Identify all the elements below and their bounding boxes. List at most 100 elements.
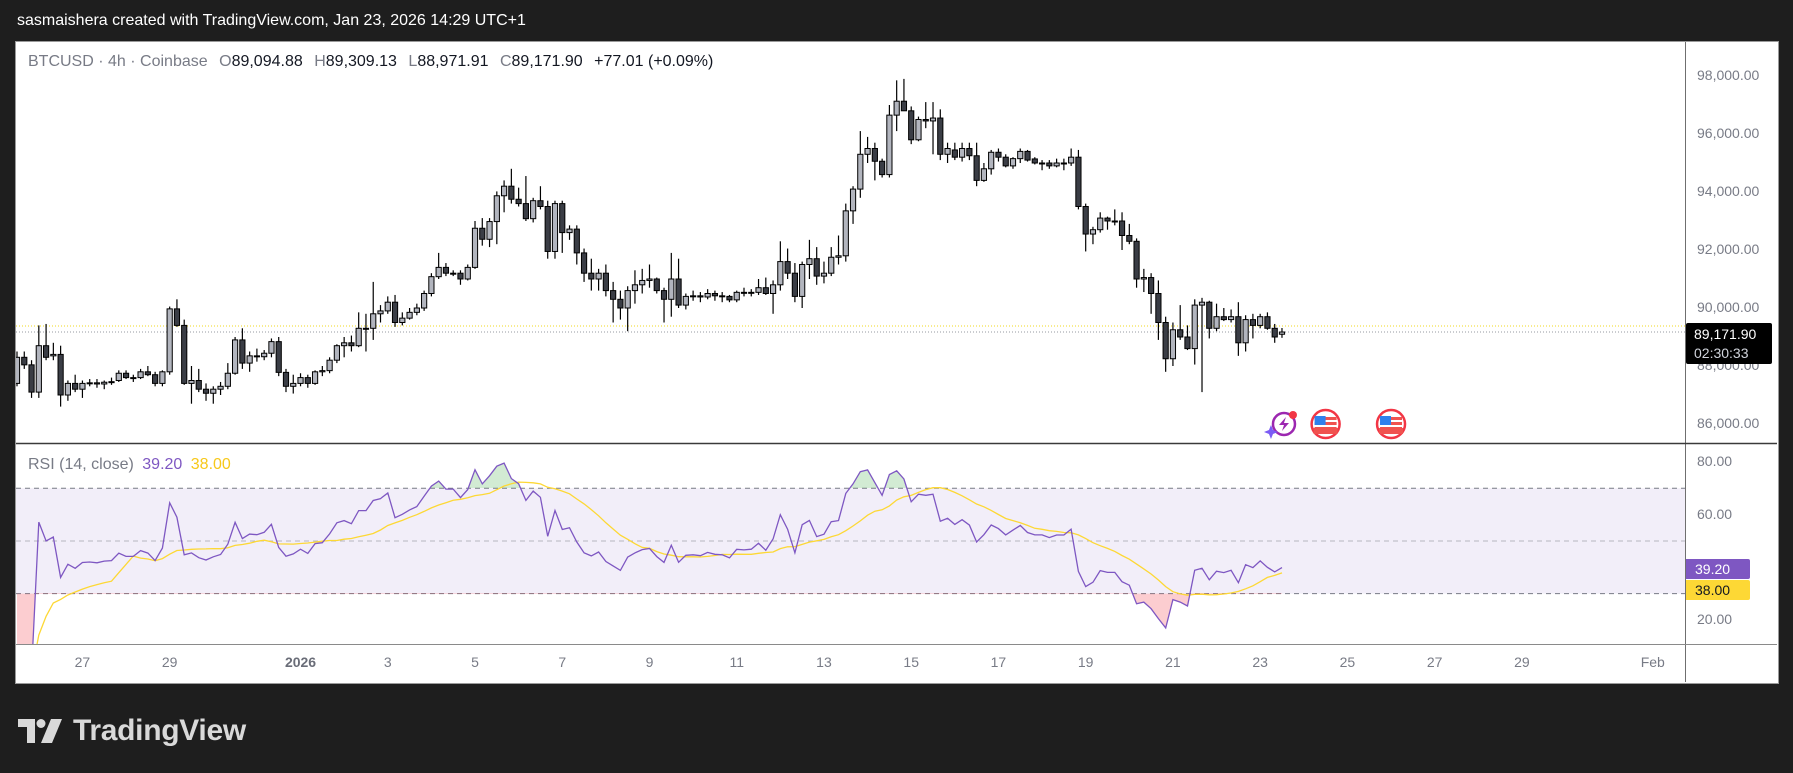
candle-down[interactable]	[908, 106, 915, 145]
candle-up[interactable]	[828, 247, 835, 277]
candle-down[interactable]	[1162, 316, 1169, 372]
candle-up[interactable]	[86, 379, 93, 387]
candle-down[interactable]	[1177, 305, 1184, 340]
candle-down[interactable]	[1271, 323, 1278, 343]
candle-up[interactable]	[50, 342, 57, 361]
candle-down[interactable]	[202, 383, 210, 401]
candle-up[interactable]	[1009, 157, 1017, 169]
candle-up[interactable]	[435, 252, 442, 279]
candle-down[interactable]	[610, 281, 617, 323]
candle-down[interactable]	[42, 323, 50, 361]
candle-up[interactable]	[261, 350, 268, 361]
candle-up[interactable]	[980, 162, 988, 182]
candle-down[interactable]	[1206, 300, 1213, 339]
candle-down[interactable]	[719, 292, 726, 303]
candle-up[interactable]	[530, 197, 537, 223]
candle-down[interactable]	[253, 348, 261, 362]
candle-up[interactable]	[246, 351, 253, 372]
candle-up[interactable]	[1257, 313, 1264, 329]
candle-down[interactable]	[195, 368, 202, 393]
candle-up[interactable]	[500, 180, 508, 213]
candle-up[interactable]	[1191, 299, 1198, 365]
candle-down[interactable]	[922, 102, 929, 129]
rsi-name[interactable]: RSI (14, close)	[28, 456, 134, 473]
candle-down[interactable]	[951, 142, 958, 161]
candle-up[interactable]	[450, 270, 457, 277]
candle-down[interactable]	[937, 109, 944, 161]
candle-up[interactable]	[79, 380, 86, 398]
candle-down[interactable]	[537, 186, 544, 210]
lightning-event-icon[interactable]	[1263, 411, 1297, 439]
candle-down[interactable]	[1031, 157, 1038, 165]
candle-down[interactable]	[173, 299, 181, 327]
candle-up[interactable]	[1089, 226, 1097, 245]
candle-down[interactable]	[580, 248, 588, 282]
candle-down[interactable]	[152, 371, 159, 387]
candle-up[interactable]	[631, 270, 639, 304]
candle-down[interactable]	[879, 158, 886, 178]
candle-down[interactable]	[740, 287, 748, 297]
candle-up[interactable]	[268, 338, 275, 358]
candle-up[interactable]	[959, 142, 966, 162]
candle-down[interactable]	[457, 270, 464, 285]
candle-down[interactable]	[1133, 238, 1140, 288]
candle-down[interactable]	[1249, 313, 1257, 339]
candle-up[interactable]	[471, 220, 479, 269]
candle-up[interactable]	[159, 370, 166, 387]
candle-down[interactable]	[588, 258, 595, 291]
chart-frame[interactable]	[15, 41, 1779, 684]
candle-up[interactable]	[333, 344, 340, 364]
candle-down[interactable]	[391, 294, 399, 327]
candle-up[interactable]	[1097, 212, 1104, 233]
candle-up[interactable]	[806, 239, 813, 279]
candle-up[interactable]	[224, 363, 231, 390]
candle-down[interactable]	[973, 142, 980, 187]
symbol-name[interactable]: BTCUSD	[28, 53, 94, 70]
candle-up[interactable]	[297, 373, 304, 387]
candle-up[interactable]	[733, 290, 740, 303]
candle-down[interactable]	[660, 287, 668, 323]
candle-up[interactable]	[115, 370, 122, 382]
candle-up[interactable]	[210, 386, 217, 404]
candle-up[interactable]	[14, 351, 21, 387]
candle-up[interactable]	[929, 102, 937, 155]
candle-down[interactable]	[1046, 160, 1053, 169]
candle-up[interactable]	[493, 191, 500, 245]
candle-down[interactable]	[544, 200, 551, 259]
candle-down[interactable]	[1104, 216, 1111, 230]
candle-down[interactable]	[93, 379, 101, 388]
candle-down[interactable]	[726, 294, 733, 303]
candle-up[interactable]	[864, 136, 871, 163]
rsi-legend[interactable]: RSI (14, close) 39.20 38.00	[28, 456, 231, 474]
candle-down[interactable]	[813, 247, 820, 285]
candle-up[interactable]	[35, 325, 42, 398]
candle-up[interactable]	[166, 306, 173, 375]
candle-up[interactable]	[130, 374, 137, 382]
candle-down[interactable]	[57, 345, 64, 407]
candle-up[interactable]	[915, 116, 922, 142]
candle-down[interactable]	[784, 248, 791, 279]
candle-up[interactable]	[777, 241, 784, 291]
candle-up[interactable]	[1068, 148, 1075, 166]
candle-down[interactable]	[239, 328, 246, 369]
candle-up[interactable]	[755, 278, 762, 295]
us-flag-event-icon[interactable]	[1310, 408, 1341, 440]
candle-down[interactable]	[508, 168, 515, 204]
candle-up[interactable]	[355, 312, 362, 348]
candle-up[interactable]	[311, 370, 319, 385]
candle-up[interactable]	[1053, 158, 1060, 168]
candle-down[interactable]	[995, 148, 1002, 162]
candle-up[interactable]	[835, 235, 842, 265]
candle-down[interactable]	[1220, 307, 1227, 322]
candle-up[interactable]	[1111, 209, 1118, 226]
candle-up[interactable]	[566, 225, 573, 240]
candle-up[interactable]	[820, 261, 828, 284]
candle-up[interactable]	[668, 252, 675, 317]
candle-up[interactable]	[1278, 328, 1286, 338]
candle-up[interactable]	[1017, 148, 1024, 163]
candle-down[interactable]	[1184, 325, 1191, 351]
candle-down[interactable]	[871, 142, 878, 181]
candle-up[interactable]	[682, 293, 689, 310]
candle-up[interactable]	[595, 268, 602, 291]
